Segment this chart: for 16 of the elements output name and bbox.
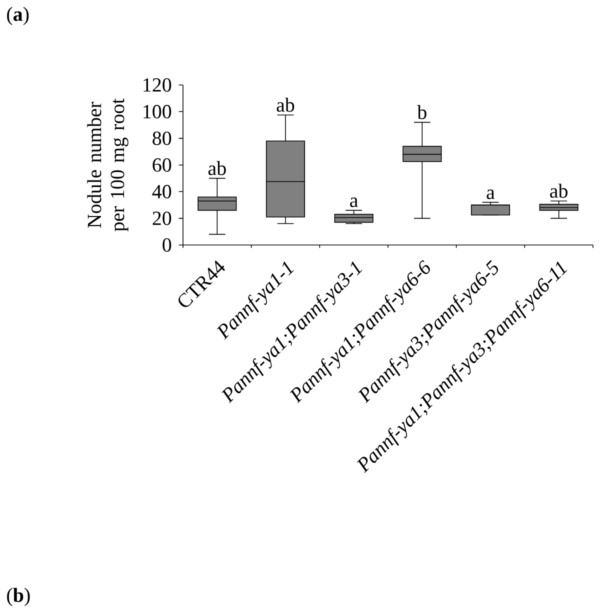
y-tick-label: 60 xyxy=(152,158,172,172)
y-tick-label: 40 xyxy=(152,184,172,198)
annotation: b xyxy=(417,105,426,120)
y-tick-label: 120 xyxy=(144,78,172,92)
y-tick-label: 0 xyxy=(162,238,172,252)
annotation: ab xyxy=(208,161,226,176)
y-tick-label: 20 xyxy=(152,212,172,226)
y-axis-title: Nodule number per 100 mg root xyxy=(87,98,128,232)
annotation: ab xyxy=(276,98,294,112)
text: (b) xyxy=(7,588,30,606)
text: (a) xyxy=(7,6,29,26)
annotation: a xyxy=(486,190,495,200)
annotation: ab xyxy=(550,184,568,198)
y-tick-label: 80 xyxy=(152,132,172,146)
annotation: a xyxy=(350,198,358,208)
y-tick-label: 100 xyxy=(144,104,172,118)
